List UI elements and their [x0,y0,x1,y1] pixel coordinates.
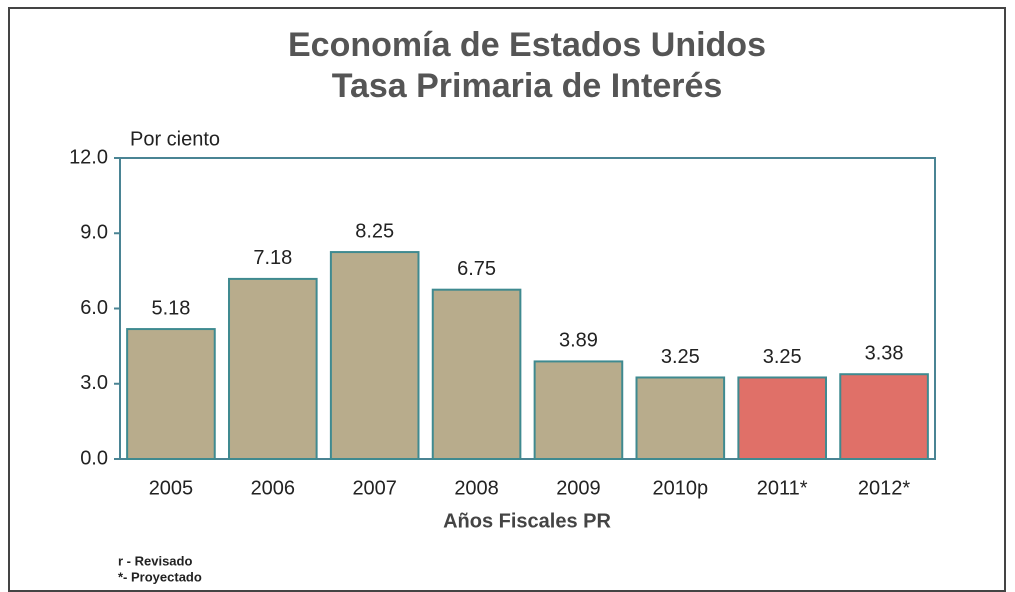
bar [533,360,624,461]
x-tick-label: 2007 [352,477,397,499]
bar [431,288,522,460]
chart-subtitle: Tasa Primaria de Interés [332,67,723,105]
x-tick-label: 2005 [149,477,194,499]
chart-title: Economía de Estados Unidos [288,26,766,64]
x-tick-label: 2008 [454,477,499,499]
y-tick-label: 9.0 [80,222,108,244]
value-label: 5.18 [151,297,190,319]
value-label: 3.38 [865,342,904,364]
bar [126,328,216,460]
x-tick-label: 2010p [653,477,709,499]
bar [228,277,318,460]
y-tick-label: 12.0 [69,146,108,168]
bar [839,373,929,460]
bar [635,376,726,460]
value-label: 3.25 [763,346,802,368]
value-label: 3.89 [559,330,598,352]
value-label: 8.25 [355,220,394,242]
y-tick-label: 6.0 [80,297,108,319]
note: r - Revisado [118,553,192,568]
value-label: 7.18 [253,247,292,269]
x-tick-label: 2006 [251,477,296,499]
value-label: 6.75 [457,258,496,280]
y-tick-label: 0.0 [80,447,108,469]
x-tick-label: 2012* [858,477,910,499]
note: *- Proyectado [118,569,202,584]
bar [737,376,827,460]
x-axis-label: Años Fiscales PR [443,510,611,532]
y-axis-label: Por ciento [130,128,220,150]
value-label: 3.25 [661,346,700,368]
x-tick-label: 2011* [757,477,808,499]
y-tick-label: 3.0 [80,372,108,394]
bar [329,251,420,460]
x-tick-label: 2009 [556,477,601,499]
